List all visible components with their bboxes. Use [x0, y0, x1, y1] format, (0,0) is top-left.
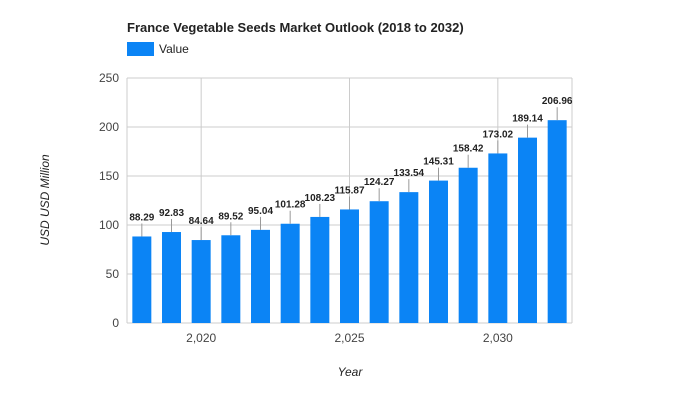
- bar: [340, 209, 359, 323]
- bar: [280, 223, 300, 323]
- legend-label: Value: [159, 42, 189, 56]
- x-tick-label: 2,025: [334, 331, 364, 345]
- data-labels: 88.29 92.83 84.64 89.52 95.04101.28108.23115…: [129, 96, 573, 241]
- data-label: 158.42: [453, 144, 484, 155]
- data-label: 145.31: [423, 157, 454, 168]
- bar: [310, 216, 330, 323]
- y-tick-label: 200: [99, 120, 119, 134]
- x-axis-ticks: 2,020 2,025 2,030: [186, 331, 513, 345]
- x-tick-label: 2,020: [186, 331, 216, 345]
- y-tick-label: 0: [112, 316, 119, 330]
- bar: [369, 201, 389, 323]
- data-label: 84.64: [189, 216, 214, 227]
- x-tick-label: 2,030: [483, 331, 513, 345]
- data-label: 89.52: [218, 211, 243, 222]
- y-tick-label: 250: [99, 71, 119, 85]
- data-label: 189.14: [512, 114, 543, 125]
- y-axis-ticks: 0 50 100 150 200 250: [99, 71, 119, 330]
- bar: [191, 240, 211, 323]
- data-label: 101.28: [275, 200, 306, 211]
- bars: [132, 120, 567, 323]
- data-label: 133.54: [394, 168, 425, 179]
- data-label: 206.96: [542, 96, 573, 107]
- data-label: 108.23: [305, 193, 336, 204]
- bar: [488, 153, 508, 323]
- data-label: 173.02: [483, 129, 514, 140]
- bar: [518, 137, 537, 323]
- bar: [132, 236, 152, 323]
- data-label: 115.87: [334, 185, 364, 196]
- bar: [429, 180, 448, 323]
- bar: [547, 120, 567, 323]
- x-axis-title: Year: [338, 365, 364, 379]
- data-label: 92.83: [159, 208, 184, 219]
- bar: [399, 192, 419, 323]
- legend-swatch: [127, 42, 154, 56]
- chart-title: France Vegetable Seeds Market Outlook (2…: [127, 20, 464, 35]
- data-label: 88.29: [129, 212, 154, 223]
- bar: [162, 232, 181, 323]
- bar: [251, 229, 270, 323]
- y-tick-label: 50: [106, 267, 120, 281]
- legend: Value: [127, 41, 189, 57]
- bar: [458, 167, 478, 323]
- data-label: 95.04: [248, 206, 273, 217]
- y-axis-title: USD USD Million: [38, 154, 52, 246]
- bar: [221, 235, 241, 323]
- data-label: 124.27: [364, 177, 395, 188]
- y-tick-label: 150: [99, 169, 119, 183]
- y-tick-label: 100: [99, 218, 119, 232]
